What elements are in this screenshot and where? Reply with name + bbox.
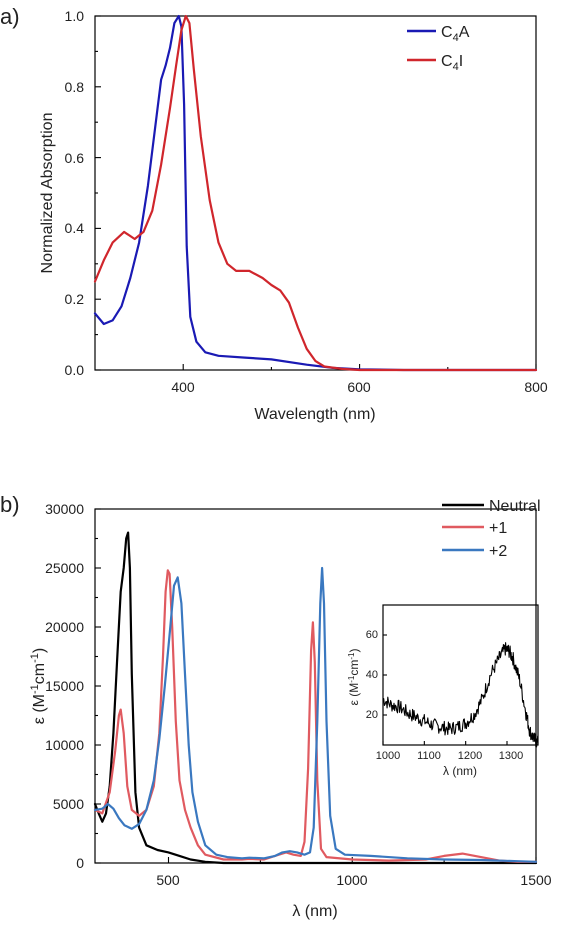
panel-b-tick-label-y-3: 15000 (45, 678, 84, 694)
legend-label-plus1: +1 (489, 520, 507, 537)
panel-b-tick-label-x-1: 1000 (336, 872, 367, 888)
inset-x-axis-title: λ (nm) (443, 764, 477, 778)
panel-b-legend: Neutral +1 +2 (442, 498, 541, 560)
panel-a-tick-label-x-0: 400 (171, 379, 195, 395)
inset-tick-label-y-1: 40 (366, 669, 378, 681)
panel-b-series-line-1 (93, 569, 538, 863)
inset-series (382, 642, 539, 748)
panel-a-tick-label-x-1: 600 (347, 379, 371, 395)
panel-a-legend: C4A C4I (407, 24, 470, 73)
panel-a-frame (94, 15, 537, 371)
panel-b-x-axis-title: λ (nm) (292, 903, 337, 920)
inset-chart: 20 40 60 1000 1100 1200 1300 λ (nm) ε (M… (347, 604, 539, 778)
panel-a-tick-label-y-1: 0.2 (65, 291, 85, 307)
panel-b-series (93, 531, 538, 865)
inset-tick-label-y-2: 60 (366, 629, 378, 641)
inset-frame (382, 604, 539, 746)
panel-a-tick-label-y-0: 0.0 (65, 362, 85, 378)
panel-b-label: b) (0, 492, 20, 517)
panel-b-y-axis-title: ε (M-1cm-1) (29, 648, 48, 724)
panel-a-tick-label-y-2: 0.4 (65, 220, 85, 236)
panel-a: a) 0.0 0.2 0.4 0.6 0.8 1.0 400 600 800 W… (0, 4, 548, 423)
panel-b-tick-label-y-0: 0 (76, 855, 84, 871)
panel-a-tick-label-y-3: 0.6 (65, 150, 85, 166)
panel-b-tick-label-x-2: 1500 (520, 872, 551, 888)
inset-tick-label-x-1: 1100 (417, 750, 441, 762)
legend-label-c4i: C4I (441, 53, 463, 73)
panel-b-tick-label-y-2: 10000 (45, 737, 84, 753)
panel-b-series-line-2 (93, 566, 538, 863)
panel-a-tick-label-y-4: 0.8 (65, 79, 85, 95)
panel-b-ticks (95, 508, 537, 864)
legend-label-neutral: Neutral (489, 498, 541, 515)
panel-a-series-line-1 (93, 14, 538, 372)
panel-a-series (93, 14, 538, 372)
inset-series-line-0 (382, 642, 539, 748)
panel-b-tick-label-y-5: 25000 (45, 560, 84, 576)
panel-b-tick-label-x-0: 500 (156, 872, 180, 888)
inset-tick-label-x-2: 1200 (458, 750, 482, 762)
panel-b-tick-label-y-1: 5000 (53, 796, 84, 812)
panel-b: b) 0 5000 10000 15000 20000 25000 30000 … (0, 492, 552, 920)
panel-a-tick-label-y-5: 1.0 (65, 8, 85, 24)
inset-tick-label-y-0: 20 (366, 709, 378, 721)
panel-a-y-axis-title: Normalized Absorption (39, 113, 56, 274)
panel-b-tick-label-y-6: 30000 (45, 501, 84, 517)
inset-tick-label-x-0: 1000 (376, 750, 400, 762)
inset-y-axis-title: ε (M-1cm-1) (347, 649, 361, 706)
inset-ticks (382, 634, 508, 745)
panel-a-ticks (95, 15, 537, 371)
panel-a-series-line-0 (93, 14, 538, 372)
inset-tick-label-x-3: 1300 (499, 750, 523, 762)
panel-b-tick-label-y-4: 20000 (45, 619, 84, 635)
panel-a-x-axis-title: Wavelength (nm) (254, 406, 375, 423)
legend-label-c4a: C4A (441, 24, 470, 44)
panel-a-label: a) (0, 4, 20, 29)
legend-label-plus2: +2 (489, 543, 507, 560)
panel-a-tick-label-x-2: 800 (524, 379, 548, 395)
